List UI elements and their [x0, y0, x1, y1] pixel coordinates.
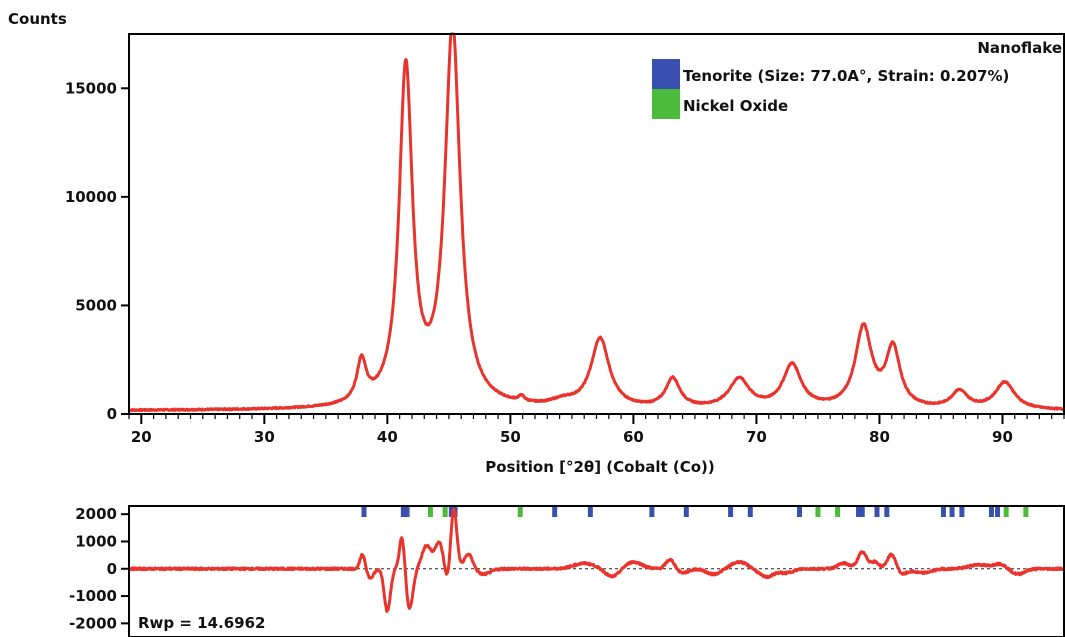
legend-swatch-nickel-oxide: [652, 89, 680, 119]
legend-label-nickel-oxide: Nickel Oxide: [683, 97, 788, 115]
x-tick-label: 80: [869, 428, 890, 446]
tenorite-marker: [747, 507, 753, 517]
tenorite-marker: [874, 507, 880, 517]
y-tick-label: 15000: [65, 79, 117, 97]
legend-swatch-tenorite: [652, 59, 680, 89]
nickel-oxide-marker: [427, 507, 433, 517]
tenorite-marker: [683, 507, 689, 517]
tenorite-marker: [988, 507, 994, 517]
tenorite-marker: [859, 507, 865, 517]
tenorite-marker: [949, 507, 955, 517]
nickel-oxide-marker: [1023, 507, 1029, 517]
diff-y-tick-label: 0: [107, 560, 117, 578]
difference-plot-frame: [128, 505, 1065, 637]
main-x-axis: 20 30 40 50 60 70 80 90: [128, 414, 1065, 446]
nickel-oxide-marker: [835, 507, 841, 517]
diff-y-tick-label: -2000: [69, 614, 117, 632]
tenorite-marker: [728, 507, 734, 517]
legend-label-tenorite: Tenorite (Size: 77.0A°, Strain: 0.207%): [683, 67, 1009, 85]
tenorite-marker: [400, 507, 406, 517]
difference-y-axis: 2000 1000 0 -1000 -2000: [69, 505, 129, 632]
tenorite-marker: [940, 507, 946, 517]
diff-y-tick-label: -1000: [69, 587, 117, 605]
diff-y-tick-label: 1000: [75, 532, 117, 550]
tenorite-marker: [959, 507, 965, 517]
nickel-oxide-marker: [517, 507, 523, 517]
x-axis-title: Position [°2θ] (Cobalt (Co)): [485, 458, 715, 476]
x-tick-label: 60: [623, 428, 644, 446]
y-tick-label: 0: [107, 405, 117, 423]
diff-y-tick-label: 2000: [75, 505, 117, 523]
rwp-annotation: Rwp = 14.6962: [138, 614, 265, 632]
x-tick-label: 90: [992, 428, 1013, 446]
nickel-oxide-marker: [815, 507, 821, 517]
main-y-axis: 0 5000 10000 15000: [65, 79, 129, 423]
x-tick-label: 40: [377, 428, 398, 446]
y-axis-title: Counts: [8, 10, 67, 28]
tenorite-marker: [884, 507, 890, 517]
x-tick-label: 20: [131, 428, 152, 446]
nickel-oxide-marker: [442, 507, 448, 517]
pattern-line: [128, 32, 1065, 413]
tenorite-marker: [552, 507, 558, 517]
main-plot-frame: [128, 33, 1065, 415]
x-tick-label: 50: [500, 428, 521, 446]
tenorite-marker: [649, 507, 655, 517]
tenorite-marker: [995, 507, 1001, 517]
tenorite-marker: [796, 507, 802, 517]
tenorite-marker: [587, 507, 593, 517]
tenorite-marker: [361, 507, 367, 517]
tenorite-marker: [448, 507, 454, 517]
reflection-markers: [361, 507, 1029, 517]
y-tick-label: 5000: [75, 296, 117, 314]
tenorite-marker: [856, 507, 862, 517]
nickel-oxide-marker: [1003, 507, 1009, 517]
difference-line: [128, 507, 1065, 613]
legend-title: Nanoflake: [977, 39, 1062, 57]
x-tick-label: 70: [746, 428, 767, 446]
difference-plot: 2000 1000 0 -1000 -2000 Rwp = 14.6962: [69, 505, 1065, 637]
y-tick-label: 10000: [65, 188, 117, 206]
tenorite-marker: [404, 507, 410, 517]
legend: Nanoflake Tenorite (Size: 77.0A°, Strain…: [652, 39, 1062, 119]
x-tick-label: 30: [254, 428, 275, 446]
